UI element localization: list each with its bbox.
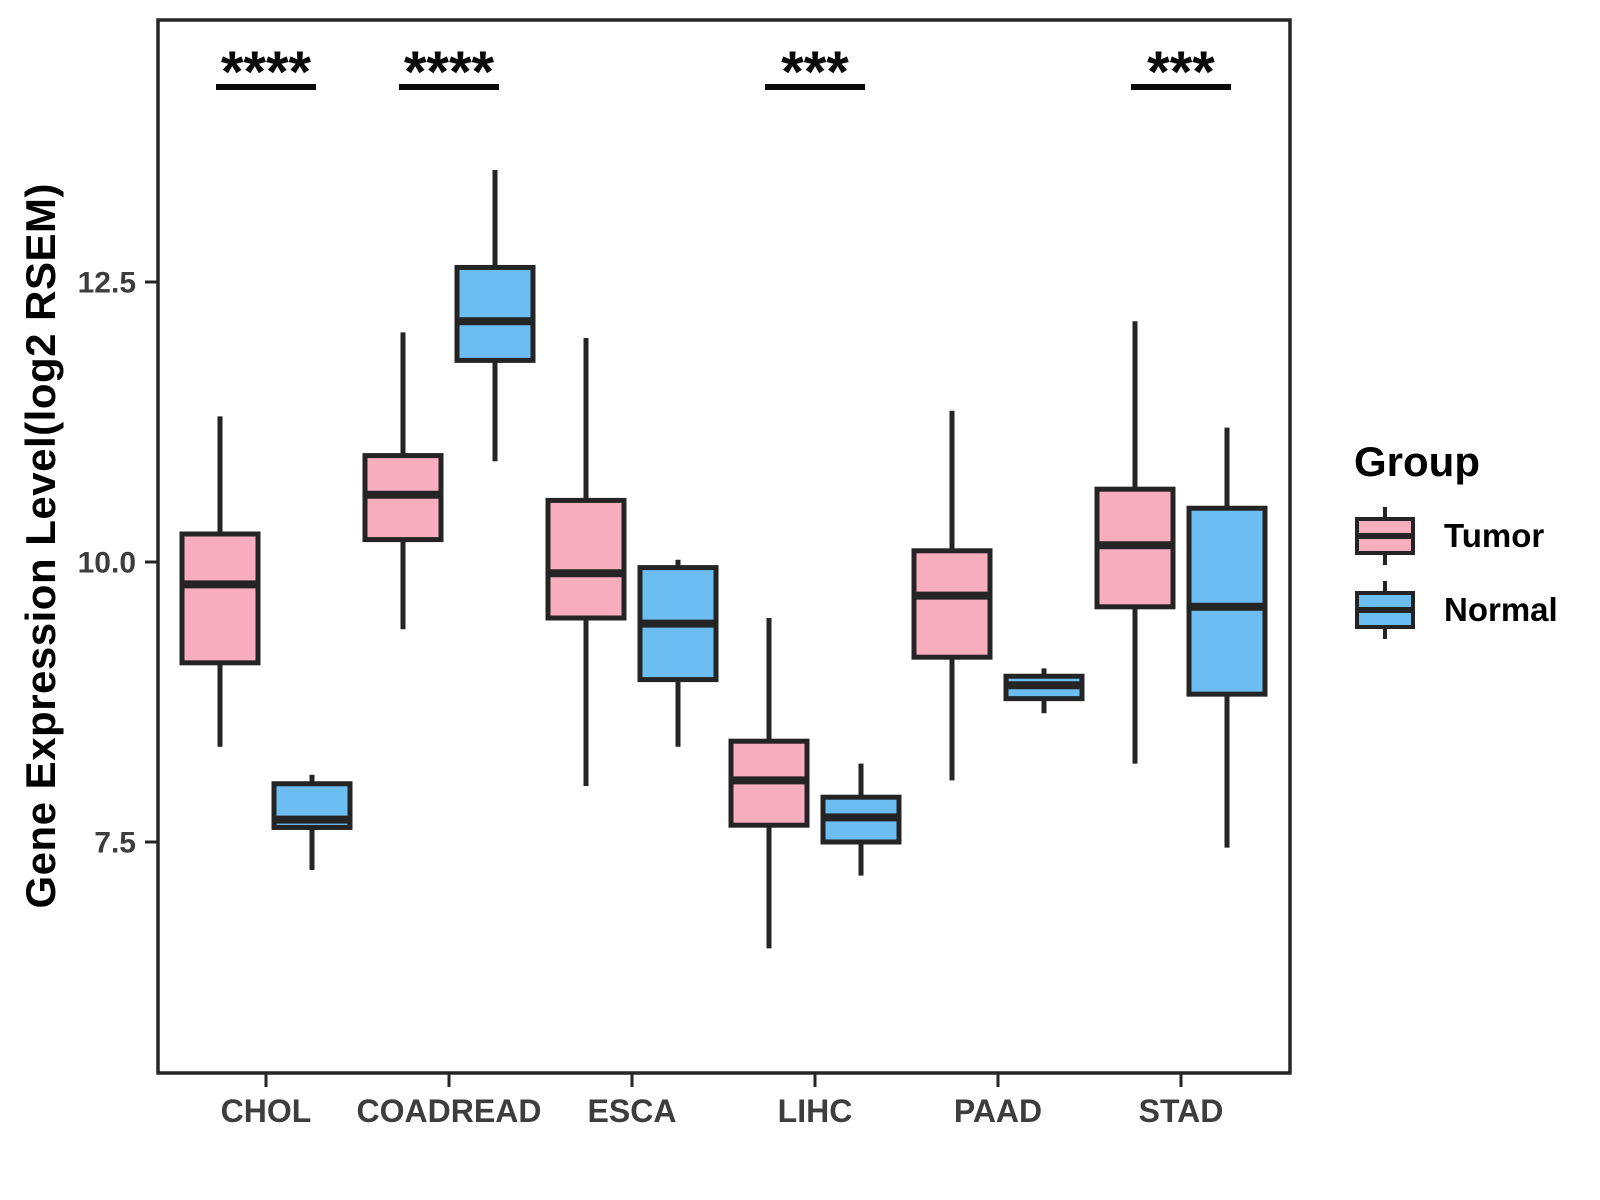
x-tick-label-CHOL: CHOL: [221, 1093, 312, 1129]
legend-item-normal: Normal: [1352, 578, 1592, 642]
significance-stars-STAD: ***: [1147, 40, 1215, 105]
significance-bar-CHOL: [216, 84, 316, 90]
box-tumor-PAAD: [911, 548, 993, 660]
plot-panel-border: [156, 18, 1292, 1075]
x-tick-label-PAAD: PAAD: [954, 1093, 1042, 1129]
legend-item-label: Tumor: [1444, 517, 1545, 554]
y-tick-label: 10.0: [78, 547, 136, 580]
box-normal-STAD: [1186, 505, 1268, 697]
legend-key-boxplot-icon: [1355, 507, 1415, 565]
legend-title: Group: [1354, 438, 1480, 485]
x-tick-label-LIHC: LIHC: [778, 1093, 853, 1129]
x-tick-label-STAD: STAD: [1139, 1093, 1224, 1129]
y-tick-label: 12.5: [78, 267, 136, 300]
legend-item-label: Normal: [1444, 591, 1558, 628]
significance-stars-COADREAD: ****: [404, 40, 495, 105]
legend-items: Tumor Normal: [1352, 504, 1592, 642]
x-tick-label-COADREAD: COADREAD: [357, 1093, 542, 1129]
legend-key-boxplot-icon: [1355, 581, 1415, 639]
box-tumor-ESCA: [545, 497, 627, 621]
significance-bar-COADREAD: [399, 84, 499, 90]
significance-stars-LIHC: ***: [781, 40, 849, 105]
significance-bar-STAD: [1131, 84, 1231, 90]
box-tumor-CHOL: [179, 531, 261, 666]
y-tick-label: 7.5: [94, 827, 136, 860]
significance-stars-CHOL: ****: [221, 40, 312, 105]
legend-item-tumor: Tumor: [1352, 504, 1592, 568]
box-normal-COADREAD: [454, 264, 536, 363]
x-tick-label-ESCA: ESCA: [588, 1093, 677, 1129]
legend: Group Tumor Normal: [1352, 438, 1592, 652]
significance-bar-LIHC: [765, 84, 865, 90]
